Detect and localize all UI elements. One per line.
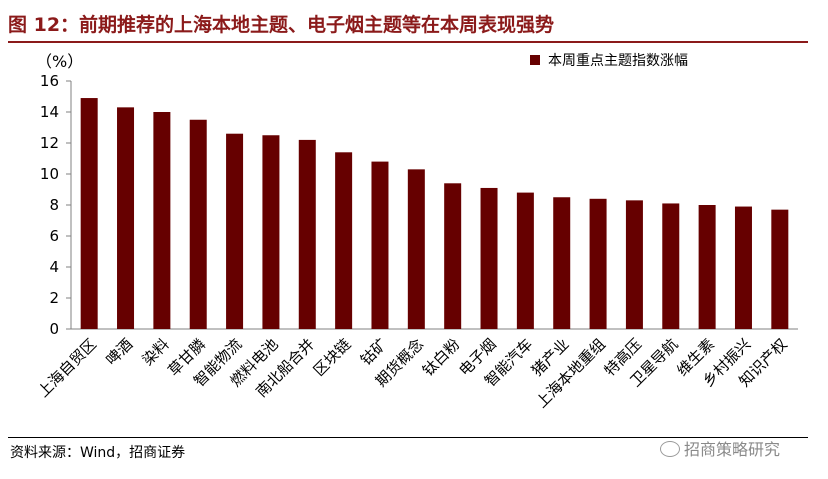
watermark: 招商策略研究 [660,436,780,460]
wechat-icon [660,441,680,457]
bar [80,98,98,329]
bar-chart: （%） 0 2 4 6 8 10 12 14 16 上海自贸区 啤酒 染料草甘膦智能物流燃料电池南北… [34,52,798,411]
bar [189,119,207,329]
bar [153,112,171,329]
bar [444,183,462,329]
legend-swatch [530,55,540,65]
y-tick-label: 6 [49,227,59,245]
footer-divider [8,437,808,438]
bar [298,139,316,329]
bar [407,169,425,329]
x-tick-label: 上海自贸区 [34,335,100,401]
title-divider [8,41,808,43]
bar [226,133,244,329]
bar [553,197,571,329]
bar [371,161,389,329]
bar [734,206,752,329]
bar [516,192,534,329]
x-tick-label: 区块链 [310,335,355,380]
bar [698,205,716,329]
bars-group [80,98,789,329]
bar [480,187,498,329]
y-tick-label: 8 [49,196,59,214]
watermark-text: 招商策略研究 [684,440,781,459]
y-tick-label: 10 [40,165,59,183]
y-tick-label: 4 [49,258,59,276]
legend-label: 本周重点主题指数涨幅 [548,53,688,69]
bar [662,203,680,329]
y-tick-label: 16 [40,72,59,90]
bar [589,198,607,329]
y-tick-label: 2 [49,289,59,307]
figure-title: 图 12：前期推荐的上海本地主题、电子烟主题等在本周表现强势 [8,14,555,36]
x-tick-label: 啤酒 [102,335,136,369]
y-axis-label: （%） [36,52,83,71]
y-tick-label: 0 [49,320,59,338]
x-tick-label: 钛白粉 [419,335,464,380]
legend: 本周重点主题指数涨幅 [530,53,688,69]
y-axis: 0 2 4 6 8 10 12 14 16 [40,72,72,338]
bar [117,107,135,329]
bar [262,135,280,329]
bar [335,152,353,329]
y-tick-label: 14 [40,103,59,121]
bar [771,209,789,329]
source-note: 资料来源：Wind，招商证券 [10,445,186,461]
y-tick-label: 12 [40,134,59,152]
bar [625,200,643,329]
